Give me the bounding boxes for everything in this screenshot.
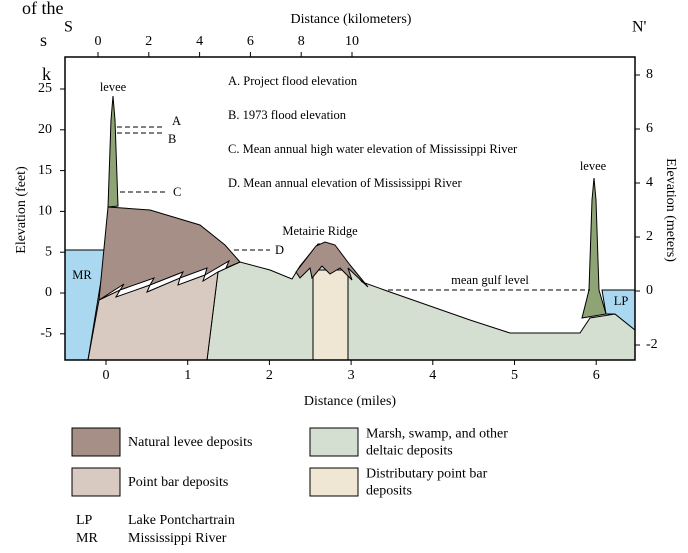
tick-label: 2: [646, 229, 653, 244]
label: LP: [614, 294, 629, 308]
axis-title: Distance (miles): [304, 394, 396, 409]
axis-title: Distance (kilometers): [291, 12, 412, 27]
label: Metairie Ridge: [282, 224, 358, 238]
tick-label: 4: [646, 175, 653, 190]
fragment: s: [40, 30, 47, 50]
tick-label: -5: [40, 326, 52, 341]
tick-label: -2: [646, 337, 658, 352]
tick-label: 25: [38, 81, 52, 96]
label: MR: [72, 268, 92, 282]
note: C. Mean annual high water elevation of M…: [228, 142, 518, 156]
label: levee: [580, 159, 607, 173]
legend-swatch: [72, 428, 120, 456]
legend-swatch: [310, 468, 358, 496]
marker: D: [275, 243, 284, 257]
tick-label: 3: [348, 368, 355, 383]
fragment: of the: [22, 0, 63, 18]
tick-label: 10: [345, 34, 359, 49]
abbreviation-meaning: Lake Pontchartrain: [128, 513, 235, 528]
legend-swatch: [72, 468, 120, 496]
legend-swatch: [310, 428, 358, 456]
cross-section: of the s k S N' Distance (kilometers) Di…: [0, 0, 688, 548]
label: mean gulf level: [451, 273, 529, 287]
end-label: S: [64, 19, 73, 36]
axis-title: Elevation (meters): [663, 158, 678, 262]
tick-label: 4: [429, 368, 436, 383]
marker: B: [168, 132, 176, 146]
legend-label: Distributary point bar: [366, 467, 488, 482]
legend-label: Marsh, swamp, and other: [366, 427, 508, 442]
tick-label: 5: [511, 368, 518, 383]
legend-label: deposits: [366, 484, 412, 499]
abbreviation: LP: [76, 513, 93, 528]
legend-label: deltaic deposits: [366, 444, 453, 459]
tick-label: 2: [266, 368, 273, 383]
axis-title: Elevation (feet): [14, 166, 29, 254]
tick-label: 0: [45, 285, 52, 300]
abbreviation-meaning: Mississippi River: [128, 531, 227, 546]
tick-label: 6: [247, 34, 254, 49]
tick-label: 2: [145, 34, 152, 49]
note: D. Mean annual elevation of Mississippi …: [228, 176, 462, 190]
tick-label: 10: [38, 204, 52, 219]
tick-label: 0: [646, 283, 653, 298]
tick-label: 20: [38, 122, 52, 137]
tick-label: 8: [298, 34, 305, 49]
note: A. Project flood elevation: [228, 74, 358, 88]
abbreviation: MR: [76, 531, 98, 546]
section: [65, 57, 635, 360]
tick-label: 5: [45, 244, 52, 259]
tick-label: 6: [646, 121, 653, 136]
legend-label: Point bar deposits: [128, 475, 228, 490]
tick-label: 8: [646, 67, 653, 82]
tick-label: 6: [593, 368, 600, 383]
tick-label: 15: [38, 163, 52, 178]
legend-label: Natural levee deposits: [128, 435, 252, 450]
tick-label: 1: [184, 368, 191, 383]
marker: A: [172, 114, 181, 128]
end-label: N': [632, 19, 647, 36]
marker: C: [173, 185, 181, 199]
tick-label: 4: [196, 34, 203, 49]
tick-label: 0: [103, 368, 110, 383]
label: levee: [100, 80, 127, 94]
note: B. 1973 flood elevation: [228, 108, 347, 122]
tick-label: 0: [95, 34, 102, 49]
